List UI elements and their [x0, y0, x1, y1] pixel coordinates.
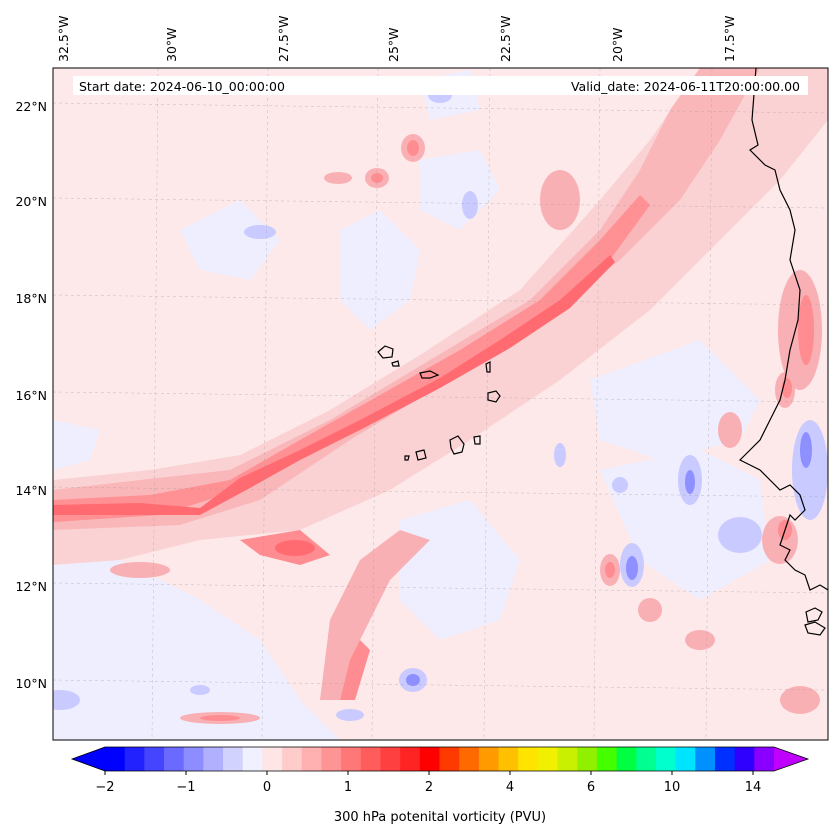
colorbar-cell — [419, 747, 440, 771]
colorbar-tick-label: −1 — [176, 780, 195, 795]
colorbar: −2 −1 0 1 2 4 6 10 14 300 hPa potenital … — [70, 746, 810, 825]
map-panel: Start date: 2024-06-10_00:00:00 Valid_da… — [53, 68, 828, 740]
latitude-labels: 22°N 20°N 18°N 16°N 14°N 12°N 10°N — [15, 99, 47, 691]
lat-label: 18°N — [15, 291, 47, 306]
colorbar-cell — [380, 747, 401, 771]
pv-blob-core — [275, 540, 315, 556]
colorbar-cell — [301, 747, 322, 771]
colorbar-cell — [655, 747, 677, 771]
lat-label: 10°N — [15, 676, 47, 691]
colorbar-cell — [616, 747, 637, 771]
colorbar-tick-label: 6 — [587, 780, 595, 795]
colorbar-cell — [282, 747, 303, 771]
longitude-labels: 32.5°W 30°W 27.5°W 25°W 22.5°W 20°W 17.5… — [56, 16, 737, 62]
colorbar-tick-label: 14 — [745, 780, 762, 795]
colorbar-ticks — [104, 771, 754, 775]
lon-label: 25°W — [386, 27, 401, 62]
colorbar-max-extend — [774, 747, 808, 771]
graticule — [53, 68, 828, 740]
cape-verde-islands — [377, 345, 501, 461]
colorbar-cell — [262, 747, 283, 771]
lon-label: 17.5°W — [722, 16, 737, 62]
colorbar-tick-label: 0 — [263, 780, 271, 795]
colorbar-cell — [498, 747, 519, 771]
map-frame — [52, 67, 829, 741]
colorbar-cell — [400, 747, 421, 771]
southern-branch-core — [340, 640, 370, 700]
colorbar-cell — [124, 747, 145, 771]
colorbar-cell — [164, 747, 185, 771]
colorbar-cell — [537, 747, 559, 771]
colorbar-tick-label: 2 — [425, 780, 433, 795]
coastline — [738, 68, 828, 636]
colorbar-tick-label: 1 — [344, 780, 352, 795]
colorbar-cells — [105, 747, 775, 771]
colorbar-cell — [734, 747, 755, 771]
start-date-label: Start date: 2024-06-10_00:00:00 — [79, 79, 285, 94]
lon-label: 27.5°W — [276, 16, 291, 62]
lon-label: 22.5°W — [498, 16, 513, 62]
colorbar-cell — [557, 747, 578, 771]
colorbar-cell — [321, 747, 342, 771]
colorbar-cell — [636, 747, 657, 771]
colorbar-cell — [695, 747, 716, 771]
lat-label: 16°N — [15, 388, 47, 403]
colorbar-cell — [714, 747, 736, 771]
colorbar-cell — [459, 747, 480, 771]
southern-branch — [320, 530, 430, 700]
colorbar-cell — [183, 747, 204, 771]
lat-label: 12°N — [15, 579, 47, 594]
colorbar-tick-label: 10 — [664, 780, 681, 795]
colorbar-cell — [577, 747, 598, 771]
colorbar-cell — [675, 747, 696, 771]
colorbar-cell — [478, 747, 500, 771]
colorbar-cell — [341, 747, 362, 771]
valid-date-label: Valid_date: 2024-06-11T20:00:00.00 — [571, 79, 800, 94]
colorbar-cell — [144, 747, 165, 771]
colorbar-cell — [203, 747, 224, 771]
colorbar-cell — [439, 747, 460, 771]
lat-label: 22°N — [15, 99, 47, 114]
lon-label: 32.5°W — [56, 16, 71, 62]
jet-envelope-middle — [53, 68, 760, 530]
lat-label: 20°N — [15, 194, 47, 209]
colorbar-tick-label: −2 — [95, 780, 114, 795]
colorbar-tick-label: 4 — [506, 780, 514, 795]
colorbar-cell — [596, 747, 618, 771]
colorbar-label: 300 hPa potenital vorticity (PVU) — [334, 810, 546, 825]
colorbar-cell — [754, 747, 775, 771]
colorbar-cell — [105, 747, 126, 771]
colorbar-cell — [360, 747, 381, 771]
lon-label: 20°W — [610, 27, 625, 62]
lon-label: 30°W — [164, 27, 179, 62]
colorbar-min-extend — [72, 747, 105, 771]
colorbar-cell — [242, 747, 263, 771]
colorbar-cell — [223, 747, 244, 771]
lat-label: 14°N — [15, 483, 47, 498]
date-banner — [73, 76, 808, 95]
strong-negative-pv — [406, 432, 812, 686]
colorbar-cell — [518, 747, 539, 771]
